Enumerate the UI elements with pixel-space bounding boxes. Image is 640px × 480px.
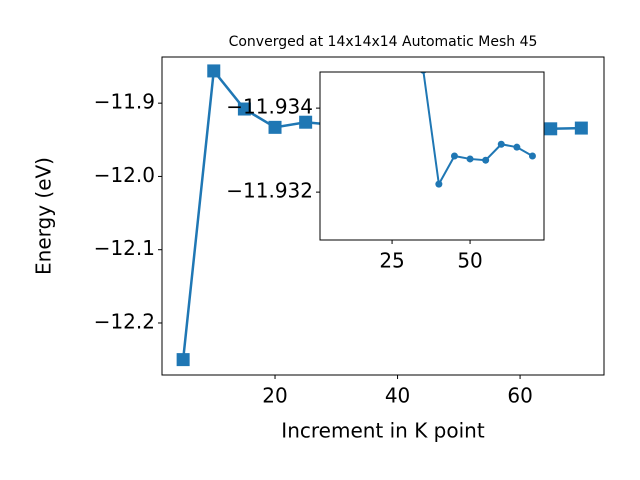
marker: [450, 152, 458, 160]
y-tick-label: −11.9: [94, 90, 155, 114]
marker: [268, 120, 282, 134]
axes-frame: [161, 56, 605, 376]
x-axis-label: Increment in K point: [281, 419, 485, 443]
y-tick-label: −11.934: [226, 95, 313, 119]
marker: [207, 64, 221, 78]
axes-frame: [319, 71, 545, 241]
x-tick-label: 60: [507, 384, 532, 408]
marker: [482, 156, 490, 164]
y-tick-label: −12.1: [94, 236, 155, 260]
marker: [435, 180, 443, 188]
x-tick-label: 50: [457, 249, 482, 273]
axes-background: [320, 72, 544, 240]
y-axis-label: Energy (eV): [32, 157, 56, 275]
chart-title: Converged at 14x14x14 Automatic Mesh 45: [229, 34, 538, 50]
marker: [574, 121, 588, 135]
y-tick-label: −12.0: [94, 163, 155, 187]
x-tick-label: 40: [385, 384, 410, 408]
x-tick-label: 20: [262, 384, 287, 408]
marker: [528, 152, 536, 160]
marker: [237, 102, 251, 116]
plot-area: [420, 72, 536, 188]
y-tick-label: −11.932: [226, 179, 313, 203]
marker: [176, 353, 190, 367]
y-tick-label: −12.2: [94, 309, 155, 333]
marker: [497, 140, 505, 148]
marker: [299, 115, 313, 129]
marker: [544, 122, 558, 136]
marker: [513, 143, 521, 151]
marker: [466, 155, 474, 163]
x-tick-label: 25: [379, 249, 404, 273]
